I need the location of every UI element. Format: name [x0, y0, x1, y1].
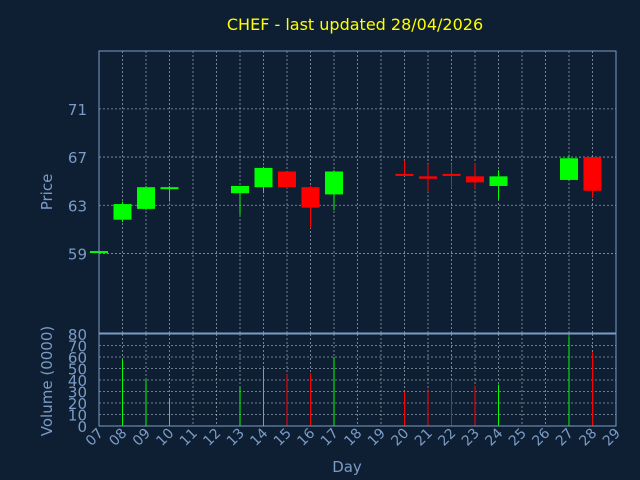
candle-body — [442, 173, 461, 176]
volume-tick-label: 60 — [68, 349, 87, 367]
volume-axis-label: Volume (0000) — [38, 326, 56, 436]
volume-tick-label: 70 — [68, 338, 87, 356]
candle-body — [160, 187, 179, 190]
candle-body — [231, 185, 249, 194]
volume-panel-frame — [98, 333, 617, 427]
candle-body — [113, 204, 132, 220]
candle-body — [137, 187, 155, 209]
price-tick-label: 71 — [68, 101, 87, 119]
volume-tick-label: 10 — [68, 407, 87, 425]
price-tick-label: 59 — [68, 245, 87, 263]
candle-body — [278, 171, 296, 188]
price-panel: 59 63 67 71 — [68, 50, 617, 334]
price-axis-label: Price — [38, 174, 56, 211]
candle-body — [489, 176, 508, 186]
candle-body — [395, 173, 414, 176]
candle-body — [325, 171, 343, 195]
candle-body — [254, 167, 273, 188]
price-tick-label: 63 — [68, 197, 87, 215]
candle-body — [466, 176, 484, 183]
volume-tick-label: 50 — [68, 361, 87, 379]
volume-tick-label: 20 — [68, 395, 87, 413]
volume-tick-label: 0 — [77, 418, 87, 436]
volume-tick-label: 80 — [68, 326, 87, 344]
x-axis: 07 08 09 10 11 12 13 14 15 16 17 18 19 20 21 22 23 24 25 26… — [83, 425, 624, 449]
x-axis-label: Day — [332, 458, 362, 476]
volume-tick-label: 30 — [68, 384, 87, 402]
candle-body — [419, 176, 437, 179]
price-tick-label: 67 — [68, 149, 87, 167]
candle-body — [583, 157, 602, 191]
volume-tick-label: 40 — [68, 372, 87, 390]
candle-body — [560, 158, 578, 180]
price-panel-frame — [98, 50, 617, 334]
candle-body — [301, 187, 320, 208]
chart-title: CHEF - last updated 28/04/2026 — [227, 15, 483, 34]
